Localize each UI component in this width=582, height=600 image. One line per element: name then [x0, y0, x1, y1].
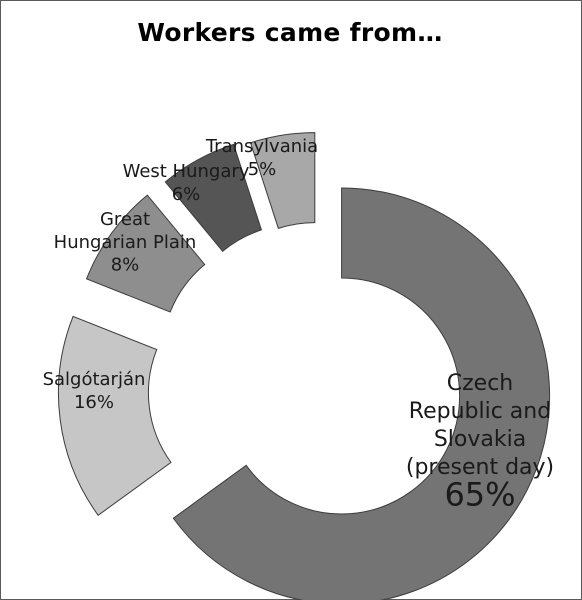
value-label-czech-republic-and-slovakia-present-day: 65% [444, 476, 515, 514]
data-label-great-hungarian-plain: Great Hungarian Plain 8% [54, 209, 197, 276]
value-label-salg-tarj-n: 16% [74, 392, 114, 413]
slice-salg-tarj-n [57, 315, 172, 516]
slice-czech-republic-and-slovakia-present-day [172, 187, 551, 600]
slice-transylvania [249, 132, 316, 229]
slice-great-hungarian-plain [85, 194, 206, 313]
data-label-salg-tarj-n: Salgótarján 16% [43, 369, 146, 413]
value-label-west-hungary: 6% [172, 184, 201, 205]
data-label-czech-republic-and-slovakia-present-day: Czech Republic and Slovakia (present day) 65… [406, 371, 554, 514]
value-label-great-hungarian-plain: 8% [111, 255, 140, 276]
data-label-west-hungary: West Hungary 6% [123, 161, 250, 205]
data-label-transylvania: Transylvania 5% [205, 136, 318, 180]
slice-west-hungary [164, 143, 263, 252]
value-label-transylvania: 5% [248, 159, 277, 180]
chart-title: Workers came from… [137, 18, 443, 47]
